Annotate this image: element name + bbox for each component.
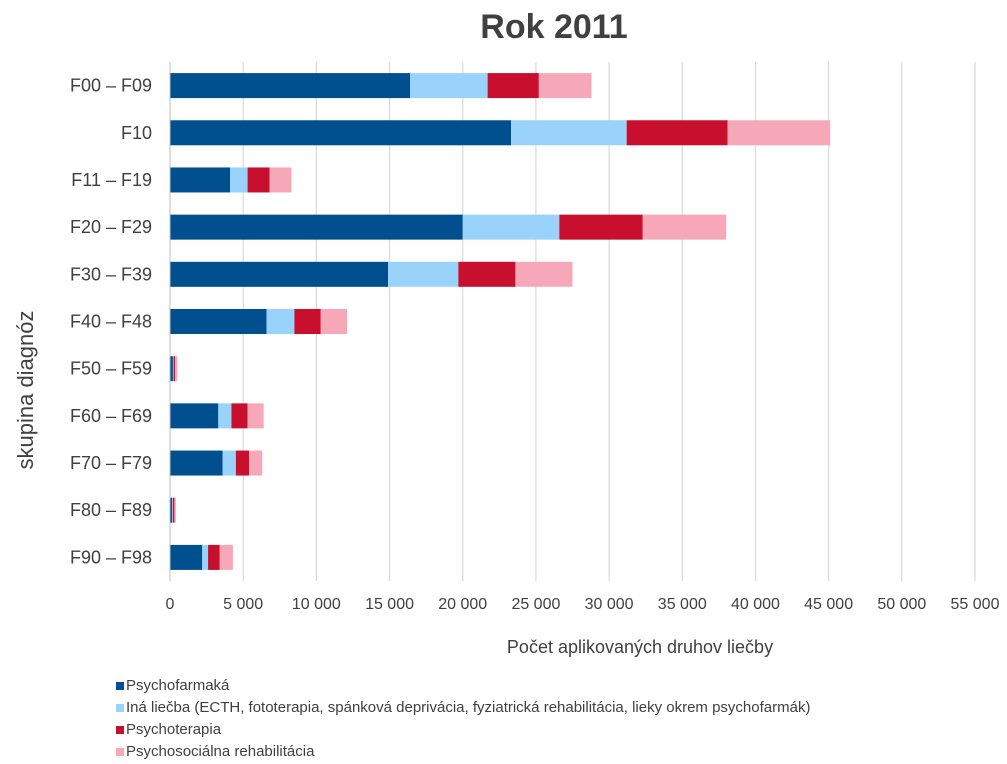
bar-segment xyxy=(266,308,295,335)
chart-title: Rok 2011 xyxy=(480,8,627,46)
bar-segment xyxy=(170,544,203,570)
bar-segment xyxy=(235,450,250,476)
bar-segment xyxy=(170,120,512,146)
x-tick-label: 30 000 xyxy=(585,596,634,613)
legend-label: Psychoterapia xyxy=(126,721,222,738)
y-tick-label: F20 – F29 xyxy=(70,217,152,237)
x-tick-label: 0 xyxy=(166,596,175,613)
y-axis-tick-labels: F00 – F09 F10 F11 – F19 F20 – F29 F30 – F39 F… xyxy=(70,76,152,568)
bar-segment xyxy=(208,544,220,570)
x-axis-title: Počet aplikovaných druhov liečby xyxy=(507,637,773,657)
legend-swatch xyxy=(116,682,124,690)
bar-segment xyxy=(170,356,173,382)
legend-swatch xyxy=(116,748,124,756)
x-tick-label: 5 000 xyxy=(223,596,263,613)
bar-segment xyxy=(559,214,643,240)
bar-segment xyxy=(727,120,831,146)
legend-item: Psychoterapia xyxy=(116,719,810,741)
y-tick-label: F00 – F09 xyxy=(70,76,152,96)
bar-segment xyxy=(247,403,264,429)
legend-swatch xyxy=(116,704,124,712)
x-axis-tick-labels: 0 5 000 10 000 15 000 20 000 25 000 30 000 35 0… xyxy=(166,596,1000,613)
bar-segment xyxy=(511,120,627,146)
bar-segment xyxy=(320,308,348,335)
bar-segment xyxy=(230,167,248,193)
bar-segment xyxy=(170,450,223,476)
bar-segment xyxy=(175,356,178,382)
bar-segment xyxy=(249,450,263,476)
bar-segment xyxy=(462,214,560,240)
bar-segment xyxy=(626,120,728,146)
y-tick-label: F10 xyxy=(121,123,152,143)
legend: Psychofarmaká Iná liečba (ECTH, fototerap… xyxy=(116,675,810,763)
y-tick-label: F30 – F39 xyxy=(70,264,152,284)
bar-segment xyxy=(269,167,292,193)
bar-segment xyxy=(170,73,411,99)
x-tick-label: 40 000 xyxy=(731,596,780,613)
y-tick-label: F90 – F98 xyxy=(70,547,152,567)
bar-segment xyxy=(170,167,231,193)
bar-segment xyxy=(247,167,270,193)
bar-segment xyxy=(202,544,209,570)
bar-segment xyxy=(458,261,516,287)
x-tick-label: 55 000 xyxy=(951,596,1000,613)
y-tick-label: F40 – F48 xyxy=(70,312,152,332)
x-tick-label: 10 000 xyxy=(292,596,341,613)
bar-segment xyxy=(388,261,459,287)
bar-segment xyxy=(222,450,236,476)
x-tick-label: 35 000 xyxy=(658,596,707,613)
y-tick-label: F60 – F69 xyxy=(70,406,152,426)
bar-segment xyxy=(515,261,573,287)
x-tick-label: 15 000 xyxy=(365,596,414,613)
y-tick-label: F80 – F89 xyxy=(70,500,152,520)
bar-segment xyxy=(170,403,219,429)
y-axis-title: skupina diagnóz xyxy=(13,310,38,469)
bar-segment xyxy=(170,497,173,523)
legend-item: Iná liečba (ECTH, fototerapia, spánková … xyxy=(116,697,810,719)
legend-label: Iná liečba (ECTH, fototerapia, spánková … xyxy=(126,699,811,716)
bar-segment xyxy=(174,497,176,523)
x-tick-label: 25 000 xyxy=(511,596,560,613)
bar-segment xyxy=(231,403,248,429)
legend-swatch xyxy=(116,726,124,734)
legend-label: Psychosociálna rehabilitácia xyxy=(126,743,315,760)
x-tick-label: 20 000 xyxy=(438,596,487,613)
bar-segment xyxy=(173,356,176,382)
bar-segment xyxy=(538,73,592,99)
legend-item: Psychosociálna rehabilitácia xyxy=(116,741,810,763)
bar-segment xyxy=(170,214,463,240)
bar-segment xyxy=(294,308,321,335)
y-tick-label: F11 – F19 xyxy=(71,170,152,190)
legend-label: Psychofarmaká xyxy=(126,677,230,694)
bar-segment xyxy=(170,261,389,287)
bar-segment xyxy=(642,214,727,240)
x-tick-label: 50 000 xyxy=(877,596,926,613)
bar-segment xyxy=(218,403,232,429)
x-tick-label: 45 000 xyxy=(804,596,853,613)
y-tick-label: F70 – F79 xyxy=(70,453,152,473)
bar-segment xyxy=(172,356,174,382)
bar-segment xyxy=(219,544,233,570)
bar-segment xyxy=(410,73,488,99)
bar-segment xyxy=(172,497,175,523)
gridlines xyxy=(242,62,976,581)
bar-segment xyxy=(170,308,267,335)
y-tick-label: F50 – F59 xyxy=(70,359,152,379)
bar-segment xyxy=(487,73,539,99)
bars xyxy=(170,73,831,570)
bar-segment xyxy=(172,497,173,523)
legend-item: Psychofarmaká xyxy=(116,675,810,697)
